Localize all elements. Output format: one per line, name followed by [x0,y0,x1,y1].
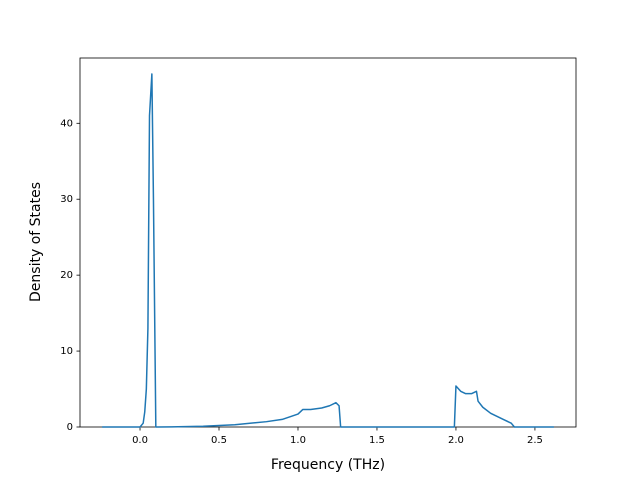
y-tick-label: 30 [60,194,73,205]
y-tick-label: 40 [60,118,73,129]
y-tick-label: 20 [60,270,73,281]
x-axis-label: Frequency (THz) [271,457,385,473]
x-tick-label: 2.0 [448,435,464,446]
y-axis-label: Density of States [28,182,44,302]
x-tick-label: 0.5 [211,435,227,446]
y-tick-label: 0 [67,422,73,433]
x-tick-label: 2.5 [527,435,543,446]
y-tick-label: 10 [60,346,73,357]
line [102,73,554,428]
x-tick-label: 1.0 [290,435,306,446]
x-tick-label: 0.0 [132,435,148,446]
x-tick-label: 1.5 [369,435,385,446]
plot-frame [79,57,577,428]
